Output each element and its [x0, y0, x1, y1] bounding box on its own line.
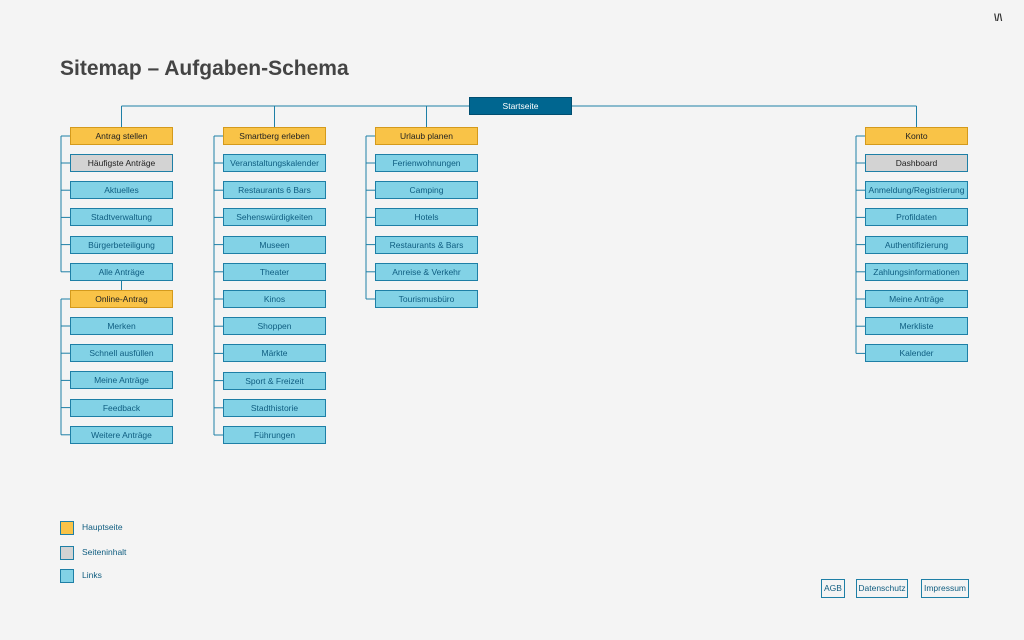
node-alle-antrage[interactable]: Alle Anträge — [70, 262, 173, 281]
node-restaurants-bars[interactable]: Restaurants & Bars — [375, 235, 478, 254]
footer-datenschutz-button[interactable]: Datenschutz — [856, 579, 908, 598]
node-camping[interactable]: Camping — [375, 181, 478, 200]
node-zahlungsinformationen[interactable]: Zahlungsinformationen — [865, 262, 968, 281]
node-stadthistorie[interactable]: Stadthistorie — [223, 398, 326, 417]
node-sport-freizeit[interactable]: Sport & Freizeit — [223, 371, 326, 390]
legend-label: Links — [82, 570, 102, 580]
brand-logo: \/\ — [994, 13, 1003, 24]
node-merkliste[interactable]: Merkliste — [865, 317, 968, 336]
node-anreise-verkehr[interactable]: Anreise & Verkehr — [375, 262, 478, 281]
node-weitere-antrage[interactable]: Weitere Anträge — [70, 425, 173, 444]
node-meine-antrage[interactable]: Meine Anträge — [865, 290, 968, 308]
node-theater[interactable]: Theater — [223, 262, 326, 281]
node-smartberg-erleben[interactable]: Smartberg erleben — [223, 127, 326, 145]
footer-impressum-button[interactable]: Impressum — [921, 579, 969, 598]
node-schnell-ausfullen[interactable]: Schnell ausfüllen — [70, 344, 173, 363]
legend-swatch-hauptseite — [60, 521, 74, 535]
node-stadtverwaltung[interactable]: Stadtverwaltung — [70, 208, 173, 227]
legend-label: Seiteninhalt — [82, 547, 127, 557]
page-title: Sitemap – Aufgaben-Schema — [60, 57, 349, 80]
node-veranstaltungskalender[interactable]: Veranstaltungskalender — [223, 154, 326, 172]
node-restaurants-6-bars[interactable]: Restaurants 6 Bars — [223, 181, 326, 200]
node-aktuelles[interactable]: Aktuelles — [70, 181, 173, 200]
footer-agb-button[interactable]: AGB — [821, 579, 845, 598]
legend-label: Hauptseite — [82, 522, 123, 532]
node-meine-antrage[interactable]: Meine Anträge — [70, 371, 173, 390]
node-kalender[interactable]: Kalender — [865, 344, 968, 363]
node-tourismusburo[interactable]: Tourismusbüro — [375, 290, 478, 308]
node-urlaub-planen[interactable]: Urlaub planen — [375, 127, 478, 145]
node-feedback[interactable]: Feedback — [70, 398, 173, 417]
node-museen[interactable]: Museen — [223, 235, 326, 254]
node-sehenswurdigkeiten[interactable]: Sehenswürdigkeiten — [223, 208, 326, 227]
node-antrag-stellen[interactable]: Antrag stellen — [70, 127, 173, 145]
legend-swatch-seiteninhalt — [60, 546, 74, 560]
node-kinos[interactable]: Kinos — [223, 290, 326, 308]
node-dashboard[interactable]: Dashboard — [865, 154, 968, 172]
node-haufigste-antrage[interactable]: Häufigste Anträge — [70, 154, 173, 172]
node-profildaten[interactable]: Profildaten — [865, 208, 968, 227]
node-hotels[interactable]: Hotels — [375, 208, 478, 227]
node-online-antrag[interactable]: Online-Antrag — [70, 290, 173, 308]
node-burgerbeteiligung[interactable]: Bürgerbeteiligung — [70, 235, 173, 254]
node-ferienwohnungen[interactable]: Ferienwohnungen — [375, 154, 478, 172]
node-merken[interactable]: Merken — [70, 317, 173, 335]
node-authentifizierung[interactable]: Authentifizierung — [865, 235, 968, 254]
node-fuhrungen[interactable]: Führungen — [223, 426, 326, 444]
node-markte[interactable]: Märkte — [223, 344, 326, 363]
node-shoppen[interactable]: Shoppen — [223, 317, 326, 336]
node-anmeldung-registrierung[interactable]: Anmeldung/Registrierung — [865, 181, 968, 200]
legend-swatch-links — [60, 569, 74, 583]
node-startseite[interactable]: Startseite — [469, 97, 572, 115]
node-konto[interactable]: Konto — [865, 127, 968, 145]
